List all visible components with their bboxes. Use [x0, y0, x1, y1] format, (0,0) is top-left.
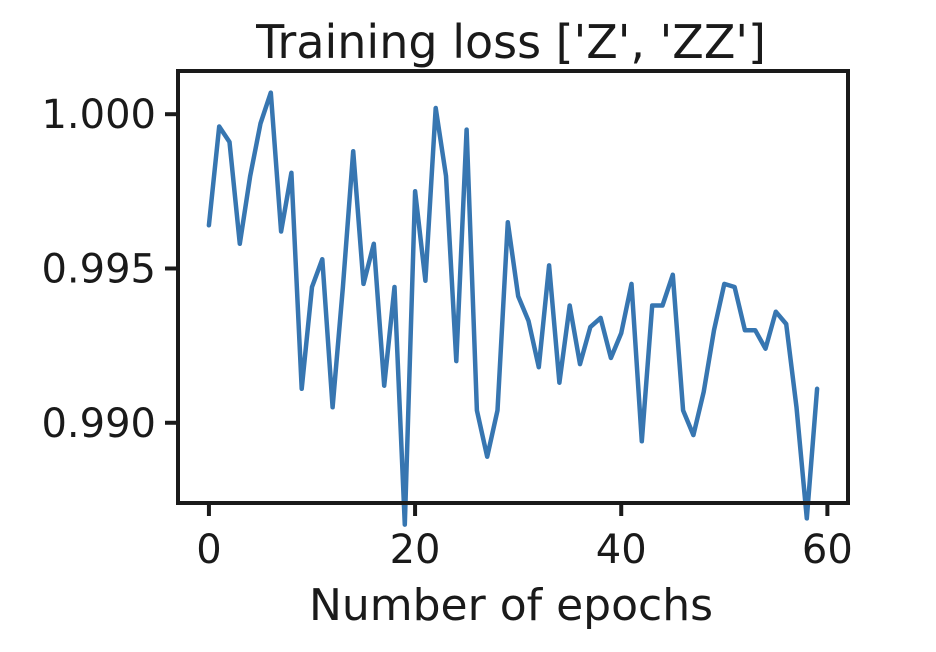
- y-tick-label: 0.990: [41, 401, 156, 447]
- x-axis-label: Number of epochs: [309, 580, 713, 631]
- x-tick-label: 0: [196, 527, 221, 573]
- series-line: [206, 90, 820, 527]
- x-tick-label: 40: [596, 527, 647, 573]
- plot-frame: [176, 69, 850, 505]
- chart-title: Training loss ['Z', 'ZZ']: [255, 15, 766, 69]
- y-tick-label: 0.995: [41, 246, 156, 292]
- series-points: [208, 92, 818, 525]
- y-tick-label: 1.000: [41, 92, 156, 138]
- x-tick-label: 20: [390, 527, 441, 573]
- axis-ticks: 0 20 40 60 0.990 0.995 1.000: [41, 92, 852, 573]
- x-tick-label: 60: [802, 527, 853, 573]
